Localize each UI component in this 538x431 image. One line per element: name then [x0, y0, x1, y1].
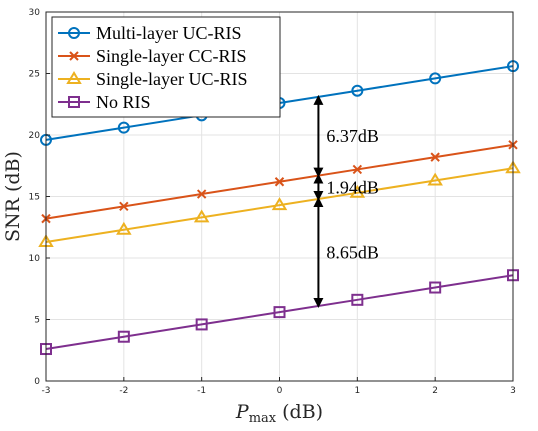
x-tick-label: 2: [432, 386, 438, 396]
x-tick-label: -3: [42, 386, 51, 396]
x-axis-label-sub: max: [249, 411, 277, 426]
square-marker: [195, 318, 208, 331]
y-axis-label: SNR (dB): [2, 151, 24, 242]
triangle-marker: [349, 184, 366, 198]
x-tick-label: 3: [510, 386, 516, 396]
legend: Multi-layer UC-RIS Single-layer CC-RIS Sin…: [51, 16, 281, 118]
square-marker: [351, 293, 364, 306]
triangle-marker: [271, 197, 288, 211]
x-tick-label: -2: [119, 386, 128, 396]
legend-label: Single-layer CC-RIS: [96, 46, 247, 66]
series-line: [45, 274, 514, 351]
x-axis-label-unit: (dB): [282, 401, 323, 423]
legend-entry: No RIS: [58, 92, 151, 112]
legend-entry: Single-layer CC-RIS: [58, 46, 247, 66]
x-axis-label-main: P: [235, 401, 250, 423]
x-marker: [430, 152, 440, 162]
legend-label: Single-layer UC-RIS: [96, 69, 247, 89]
x-tick-label: 0: [277, 386, 283, 396]
y-tick-label: 0: [34, 377, 40, 387]
square-marker: [117, 330, 130, 343]
x-marker: [196, 189, 207, 199]
x-marker: [69, 51, 79, 61]
x-tick-label: 1: [354, 386, 360, 396]
square-marker: [68, 96, 80, 108]
square-marker: [273, 306, 286, 319]
legend-entry: Single-layer UC-RIS: [58, 69, 247, 89]
gap-annotation: 8.65dB: [313, 196, 379, 308]
circle-marker: [68, 27, 80, 39]
legend-label: Multi-layer UC-RIS: [96, 23, 242, 43]
y-tick-label: 20: [29, 131, 41, 141]
square-marker: [429, 281, 442, 294]
legend-entry: Multi-layer UC-RIS: [58, 23, 242, 43]
x-tick-label: -1: [197, 386, 206, 396]
triangle-marker: [427, 172, 443, 186]
y-tick-label: 25: [29, 70, 40, 80]
annotations: 6.37dB 1.94dB 8.65dB: [313, 94, 379, 308]
x-marker: [119, 201, 129, 212]
triangle-marker: [66, 71, 82, 84]
circle-marker: [351, 84, 364, 97]
series-line: [45, 167, 514, 243]
gap-label: 1.94dB: [326, 177, 379, 197]
gap-label: 6.37dB: [326, 126, 379, 146]
triangle-marker: [193, 209, 210, 223]
y-tick-label: 30: [29, 8, 41, 18]
x-marker: [274, 177, 285, 187]
y-tick-label: 15: [29, 193, 40, 203]
circle-marker: [429, 72, 442, 85]
legend-label: No RIS: [96, 92, 151, 112]
x-marker: [352, 164, 363, 175]
gap-label: 8.65dB: [326, 242, 379, 262]
gap-annotation: 6.37dB: [313, 94, 379, 178]
x-axis-label: Pmax (dB): [235, 401, 323, 426]
y-tick-label: 10: [29, 254, 41, 264]
triangle-marker: [116, 221, 132, 235]
gap-annotation: 1.94dB: [313, 173, 379, 201]
y-tick-label: 5: [34, 316, 40, 326]
circle-marker: [117, 121, 130, 134]
